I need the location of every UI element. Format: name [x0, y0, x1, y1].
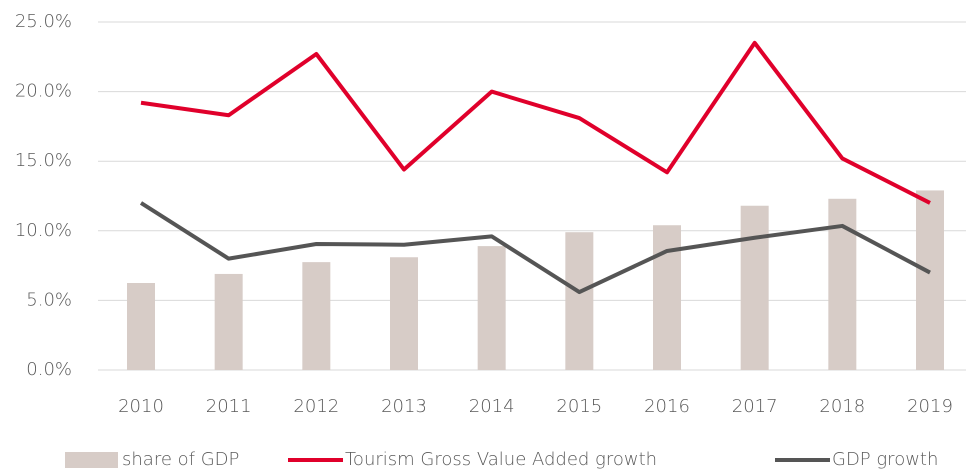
y-tick-label: 25.0%	[15, 11, 72, 32]
bar	[477, 246, 506, 370]
line	[140, 40, 931, 205]
x-tick-label: 2011	[206, 396, 252, 417]
x-tick-label: 2018	[819, 396, 865, 417]
x-tick-label: 2014	[469, 396, 515, 417]
y-tick-label: 20.0%	[15, 81, 72, 102]
bar	[653, 225, 681, 370]
x-tick-label: 2019	[907, 396, 953, 417]
x-tick-label: 2013	[381, 396, 427, 417]
bar	[390, 257, 418, 370]
legend-label: share of GDP	[122, 449, 239, 470]
line	[139, 201, 931, 295]
y-tick-label: 15.0%	[15, 150, 72, 171]
bar	[127, 283, 155, 370]
bar	[740, 205, 769, 370]
bar	[916, 190, 944, 370]
y-tick-label: 10.0%	[15, 220, 72, 241]
bar	[214, 273, 243, 370]
y-tick-label: 0.0%	[26, 359, 72, 380]
x-tick-label: 2015	[556, 396, 602, 417]
x-tick-label: 2012	[293, 396, 339, 417]
bar	[565, 232, 594, 370]
x-tick-label: 2016	[644, 396, 690, 417]
bar	[302, 262, 331, 370]
y-tick-label: 5.0%	[26, 289, 72, 310]
legend-swatch	[65, 452, 118, 468]
x-tick-label: 2017	[732, 396, 778, 417]
x-tick-label: 2010	[118, 396, 164, 417]
legend-label: Tourism Gross Value Added growth	[345, 449, 657, 470]
legend-label: GDP growth	[832, 449, 938, 470]
